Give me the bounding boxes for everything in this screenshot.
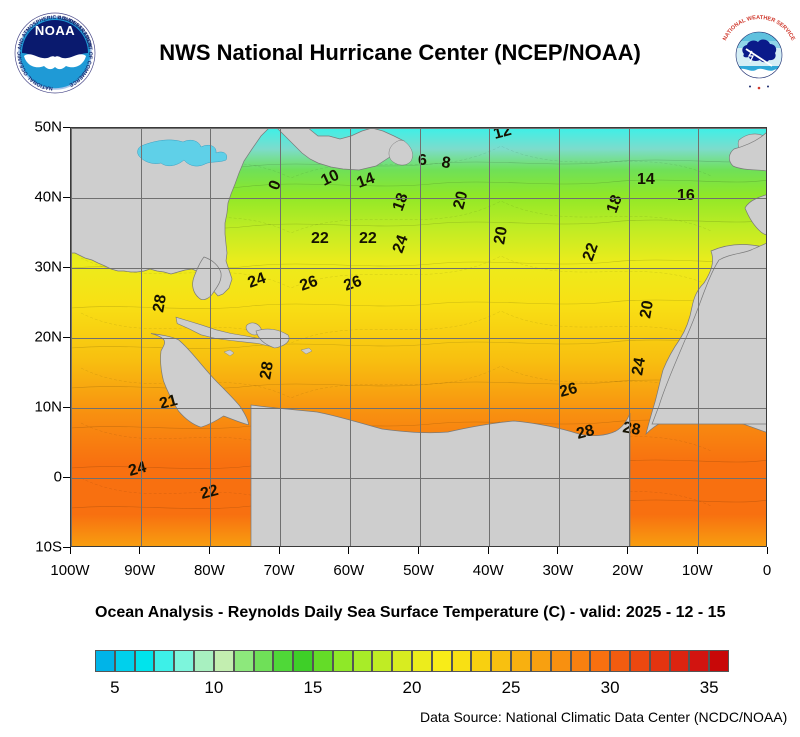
svg-text:14: 14 (637, 171, 655, 188)
svg-text:20: 20 (637, 299, 657, 320)
svg-text:28: 28 (257, 360, 277, 381)
svg-text:20: 20 (491, 225, 511, 246)
svg-text:24: 24 (629, 356, 649, 377)
svg-text:22: 22 (311, 230, 329, 247)
svg-text:28: 28 (150, 293, 170, 314)
svg-text:NOAA: NOAA (35, 23, 75, 38)
svg-text:16: 16 (677, 187, 695, 204)
svg-text:22: 22 (359, 230, 377, 247)
svg-text:28: 28 (621, 419, 642, 439)
